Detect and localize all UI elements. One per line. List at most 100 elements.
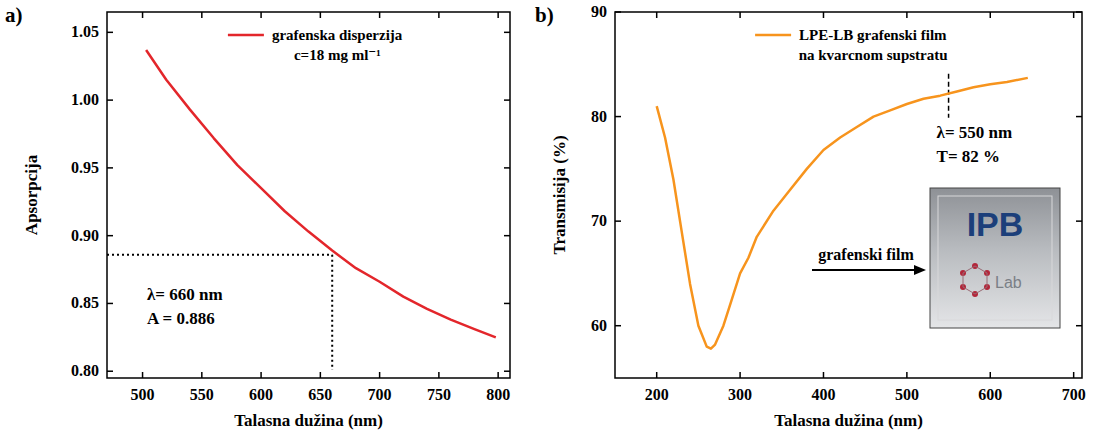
y-tick [107, 303, 113, 305]
x-tick-top [320, 12, 322, 18]
y-tick-label: 1.00 [71, 91, 99, 108]
y-tick-right [504, 235, 510, 237]
y-tick [615, 325, 621, 327]
y-tick-right [504, 32, 510, 34]
x-tick-top [260, 12, 262, 18]
annotation-text: A = 0.886 [147, 309, 215, 328]
y-tick-label: 0.80 [71, 362, 99, 379]
annotation-vline [331, 255, 333, 370]
x-tick-label: 600 [978, 386, 1002, 403]
legend-label: grafenska disperzija [272, 27, 403, 43]
y-tick-label: 1.05 [71, 23, 99, 40]
x-tick [438, 372, 440, 378]
y-tick-right [504, 99, 510, 101]
x-tick-label: 400 [811, 386, 835, 403]
x-tick-top [201, 12, 203, 18]
y-tick [107, 235, 113, 237]
annotation-text: λ= 550 nm [937, 123, 1013, 142]
y-axis-title: Transmisija (%) [550, 135, 569, 254]
frame [615, 12, 1082, 378]
x-tick-top [990, 12, 992, 18]
x-tick-top [379, 12, 381, 18]
y-axis-title: Apsorpcija [22, 154, 41, 235]
y-tick-label: 0.85 [71, 294, 99, 311]
y-tick-right [1076, 11, 1082, 13]
y-tick-right [1076, 220, 1082, 222]
series-line [146, 50, 496, 337]
x-tick-label: 750 [427, 386, 451, 403]
x-tick [990, 372, 992, 378]
y-tick-right [1076, 325, 1082, 327]
x-tick [1073, 372, 1075, 378]
annotation-text: λ= 660 nm [147, 285, 223, 304]
x-tick-top [823, 12, 825, 18]
y-tick [107, 99, 113, 101]
inset-text: Lab [995, 274, 1022, 291]
x-tick-label: 200 [645, 386, 669, 403]
y-tick-label: 70 [591, 212, 607, 229]
x-tick-top [142, 12, 144, 18]
y-tick [107, 32, 113, 34]
x-tick-label: 550 [190, 386, 214, 403]
y-tick-label: 0.90 [71, 227, 99, 244]
x-tick-label: 500 [131, 386, 155, 403]
annotation-lines [107, 255, 332, 370]
frame [107, 12, 510, 378]
y-tick-right [504, 167, 510, 169]
y-tick-right [504, 303, 510, 305]
y-tick-label: 80 [591, 108, 607, 125]
x-tick [379, 372, 381, 378]
y-tick [107, 167, 113, 169]
x-tick-top [656, 12, 658, 18]
inset: IPB Lab grafenski film [812, 188, 1060, 328]
arrow-head [914, 265, 926, 275]
legend-swatch [755, 34, 791, 37]
panel-label: b) [535, 3, 554, 27]
y-tick-label: 0.95 [71, 159, 99, 176]
x-tick-label: 300 [728, 386, 752, 403]
x-tick [201, 372, 203, 378]
y-tick-label: 90 [591, 3, 607, 20]
x-axis-title: Talasna dužina (nm) [774, 411, 923, 430]
legend-note: c=18 mg ml⁻¹ [294, 47, 381, 63]
panel: b) 200 300 400 500 600 700 60 70 80 90 Talasna duži… [535, 3, 1086, 430]
x-tick [497, 372, 499, 378]
y-tick [615, 11, 621, 13]
panel-label: a) [5, 3, 23, 27]
y-tick [107, 370, 113, 372]
y-tick-label: 60 [591, 317, 607, 334]
arrow-line [812, 269, 918, 271]
y-tick-right [504, 370, 510, 372]
x-tick-label: 600 [249, 386, 273, 403]
x-tick-label: 700 [1062, 386, 1086, 403]
annotation-vline [948, 74, 950, 118]
x-tick-top [739, 12, 741, 18]
x-tick [823, 372, 825, 378]
panel: a) 500 550 600 650 700 750 800 0.80 0.85 0.90 0.95 1… [5, 3, 510, 430]
y-tick [615, 116, 621, 118]
x-tick [656, 372, 658, 378]
arrow-label: grafenski film [818, 246, 914, 264]
annotation-text: T= 82 % [937, 147, 1001, 166]
x-tick-label: 800 [486, 386, 510, 403]
inset-photo [930, 188, 1060, 328]
y-tick-right [1076, 116, 1082, 118]
annotation-lines [948, 74, 949, 118]
x-tick-label: 700 [368, 386, 392, 403]
legend-swatch [228, 34, 264, 37]
y-tick [615, 220, 621, 222]
legend-note: na kvarcnom supstratu [799, 47, 948, 63]
x-tick-label: 650 [308, 386, 332, 403]
inset-logo: IPB [967, 205, 1024, 243]
inset-hex [963, 266, 987, 294]
x-axis-title: Talasna dužina (nm) [234, 411, 383, 430]
x-tick [906, 372, 908, 378]
x-tick-top [906, 12, 908, 18]
x-tick-label: 500 [895, 386, 919, 403]
x-tick-top [438, 12, 440, 18]
annotation-hline [107, 254, 332, 256]
x-tick [260, 372, 262, 378]
x-tick-top [1073, 12, 1075, 18]
page: {"chart_data": [ {"type": "line", "panel… [0, 0, 1099, 444]
legend-label: LPE-LB grafenski film [799, 27, 947, 43]
